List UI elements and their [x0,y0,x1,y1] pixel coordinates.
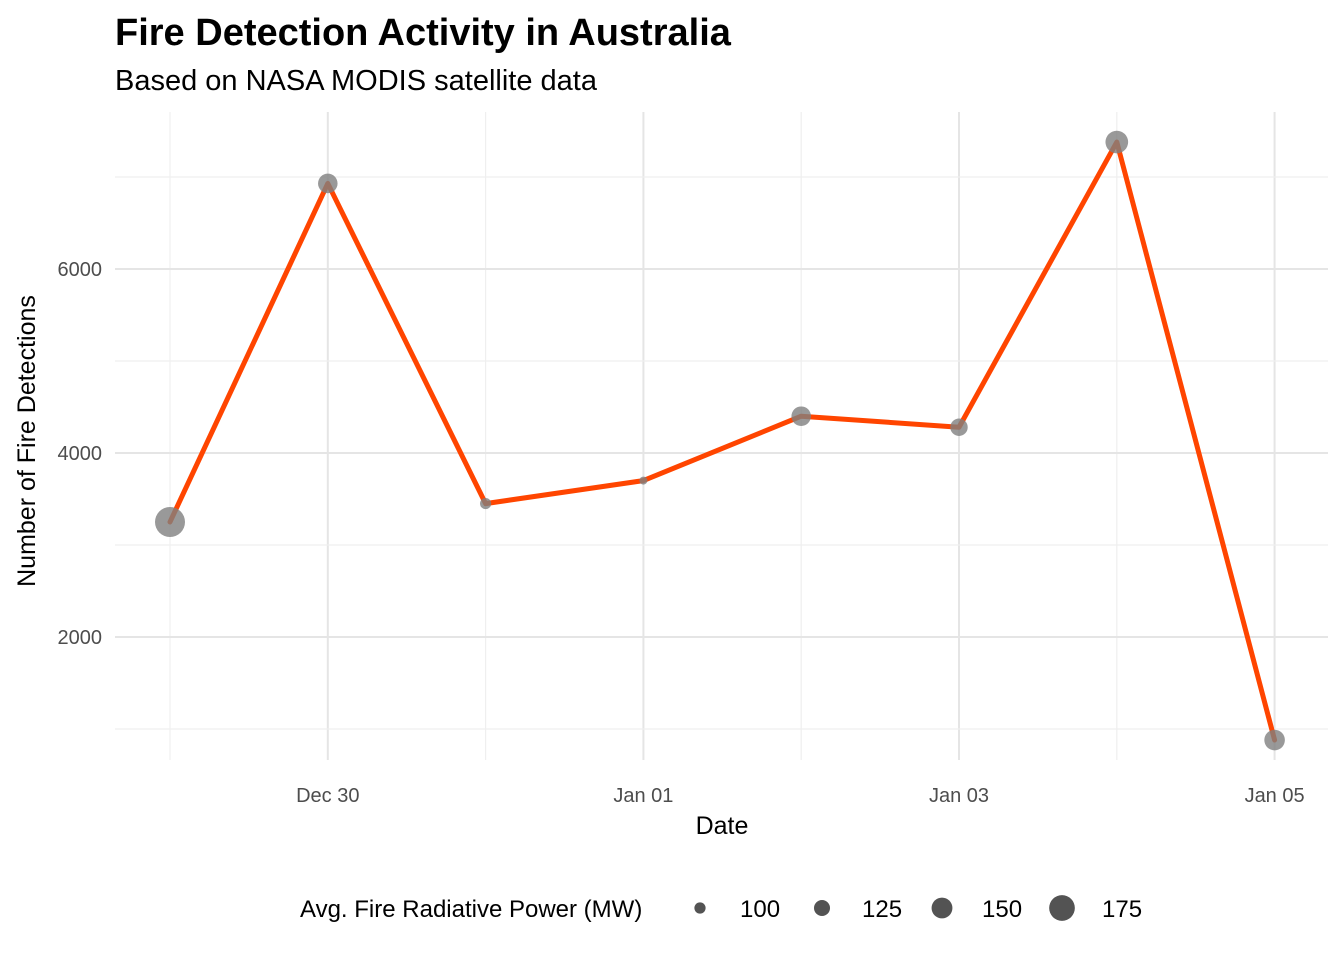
data-point [318,173,338,194]
y-tick-label: 2000 [58,627,103,649]
legend-title: Avg. Fire Radiative Power (MW) [300,896,642,923]
data-points [155,130,1285,751]
x-tick-label: Jan 03 [929,785,989,807]
series-line [167,139,1278,743]
axis-ticks: Dec 30 Jan 01 Jan 03 Jan 05 2000 4000 6000 [58,259,1305,807]
y-tick-label: 6000 [58,259,103,281]
legend-label: 125 [862,896,902,923]
legend-key [931,897,953,919]
data-point [950,418,968,436]
legend-key [1049,895,1075,921]
data-point [1264,729,1285,751]
series-line-path [167,139,1278,743]
legend-label: 175 [1102,896,1142,923]
legend-label: 150 [982,896,1022,923]
chart-title: Fire Detection Activity in Australia [115,12,732,54]
x-tick-label: Jan 05 [1245,785,1305,807]
data-point [791,406,811,426]
data-point [639,476,648,485]
grid [115,112,1328,760]
legend-label: 100 [740,896,780,923]
x-axis-title: Date [696,812,749,840]
legend: Avg. Fire Radiative Power (MW) 100 125 150… [300,895,1142,923]
x-tick-label: Dec 30 [296,785,359,807]
legend-key [694,902,706,914]
data-point [1105,130,1129,154]
legend-key [813,899,831,917]
chart-subtitle: Based on NASA MODIS satellite data [115,65,598,97]
data-point [155,507,185,537]
y-tick-label: 4000 [58,443,103,465]
data-point [480,498,492,510]
x-tick-label: Jan 01 [613,785,673,807]
y-axis-title: Number of Fire Detections [13,295,41,587]
